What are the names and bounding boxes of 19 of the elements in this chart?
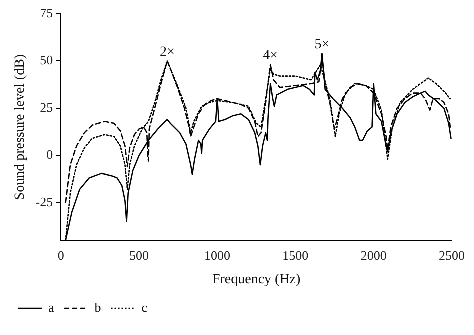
y-tick-label: 25 xyxy=(40,100,54,115)
legend-label: a xyxy=(48,300,54,315)
annotation: 5× xyxy=(314,37,330,52)
legend-label: c xyxy=(142,300,148,315)
y-tick-label: 75 xyxy=(40,5,54,20)
annotation: 4× xyxy=(263,48,278,64)
y-tick-label: 50 xyxy=(40,52,54,68)
annotation: 2× xyxy=(160,44,175,60)
y-axis-title: Sound pressure level (dB) xyxy=(13,54,28,200)
x-tick-label: 500 xyxy=(130,248,150,263)
x-axis-title: Frequency (Hz) xyxy=(212,272,302,288)
x-tick-label: 0 xyxy=(58,248,64,263)
x-tick-label: 2500 xyxy=(439,248,465,263)
x-tick-label: 2000 xyxy=(360,248,387,263)
x-tick-label: 1500 xyxy=(282,248,309,263)
x-tick-label: 1000 xyxy=(204,248,230,263)
legend-label: b xyxy=(94,300,102,315)
y-tick-label: -25 xyxy=(36,194,54,210)
y-tick-label: 0 xyxy=(46,147,54,162)
